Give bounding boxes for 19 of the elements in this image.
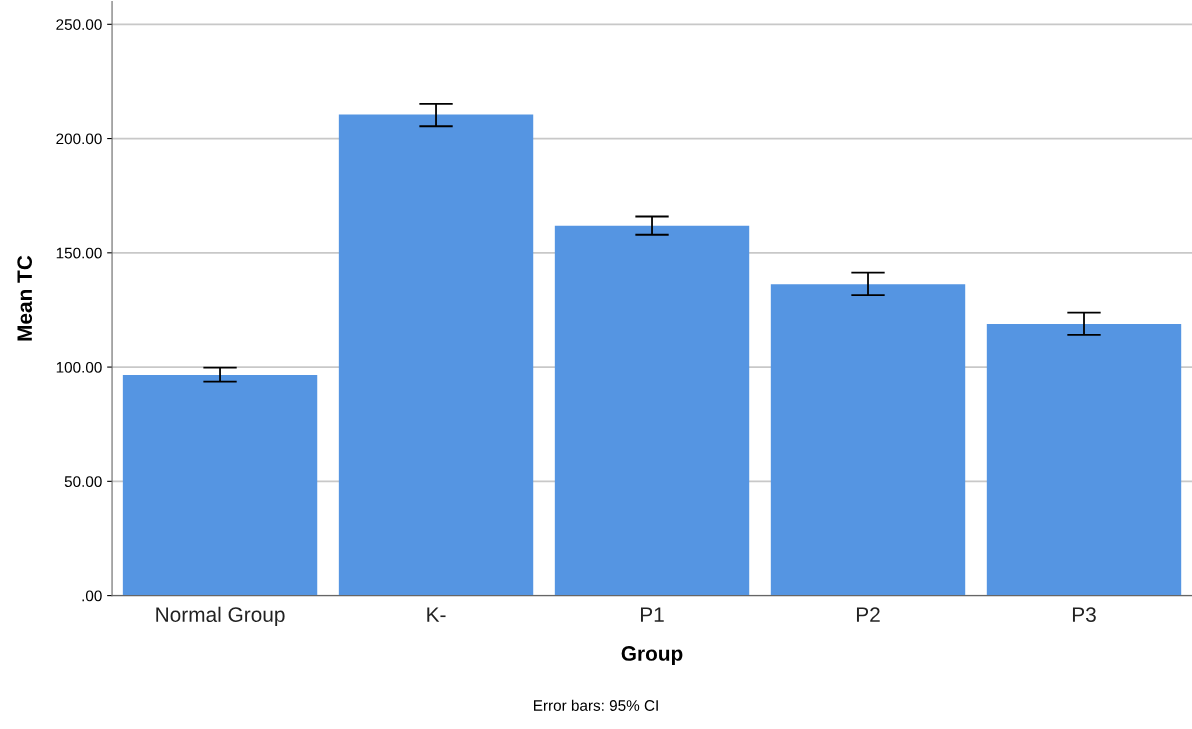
y-tick-label: .00: [82, 590, 102, 602]
x-tick-label: Normal Group: [156, 606, 285, 627]
text: Error bars: 95% CI: [534, 699, 658, 711]
bar: [338, 114, 534, 596]
bar: [986, 324, 1182, 596]
x-tick-label: P2: [856, 607, 880, 622]
x-tick-label: K-: [427, 607, 446, 622]
x-tick-label: P1: [640, 607, 664, 622]
y-tick-label: 50.00: [64, 476, 102, 488]
y-tick-label: 200.00: [56, 133, 102, 145]
y-axis-title: Mean TC: [17, 255, 33, 341]
bar: [770, 284, 966, 596]
x-tick-label: P3: [1072, 607, 1096, 623]
bar: [554, 225, 750, 596]
y-tick-label: 150.00: [56, 247, 102, 259]
y-tick-label: 250.00: [56, 19, 102, 30]
y-tick-label: 100.00: [56, 361, 102, 373]
x-axis-title: Group: [621, 646, 683, 665]
bar: [122, 375, 318, 596]
